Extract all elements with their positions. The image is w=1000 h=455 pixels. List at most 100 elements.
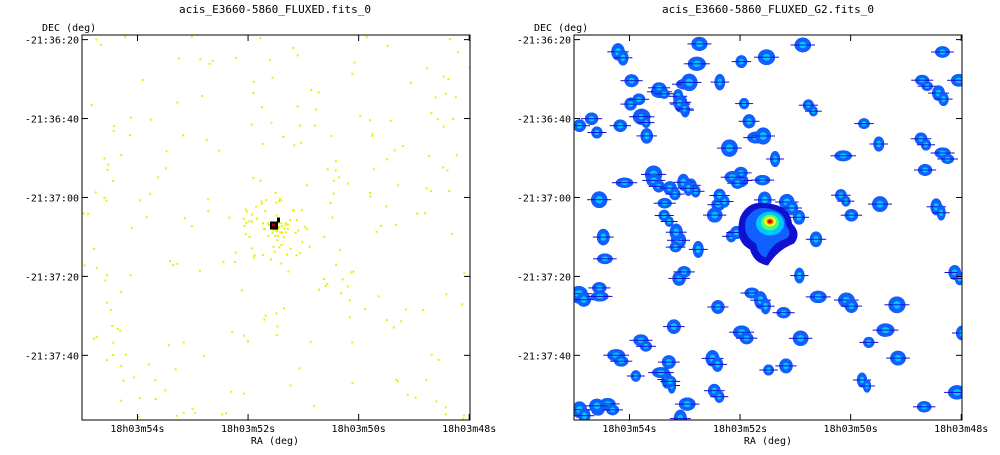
event-point <box>272 229 275 231</box>
event-point <box>414 396 417 399</box>
plot-frame <box>81 34 471 421</box>
source-blob <box>738 114 760 129</box>
event-point <box>329 202 332 204</box>
event-point <box>444 406 447 409</box>
chart-title: acis_E3660-5860_FLUXED.fits_0 <box>179 3 371 16</box>
event-point <box>341 278 344 281</box>
y-tick-label: -21:36:40 <box>25 115 79 126</box>
event-point <box>444 413 447 416</box>
event-point <box>346 285 349 288</box>
event-point <box>276 234 279 237</box>
source-blob <box>735 332 758 345</box>
event-point <box>148 192 151 195</box>
source-blob <box>913 401 936 413</box>
source-blob <box>665 187 685 201</box>
event-point <box>332 179 335 182</box>
event-point <box>120 365 123 368</box>
event-point <box>147 363 150 366</box>
event-point <box>261 106 264 109</box>
event-point <box>434 96 437 99</box>
event-point <box>145 216 148 219</box>
event-point <box>280 232 283 235</box>
event-point <box>423 212 426 215</box>
source-blob <box>759 364 778 376</box>
source-blob <box>837 195 855 207</box>
source-blob <box>727 177 748 189</box>
source-blob <box>751 127 775 145</box>
event-point <box>120 154 123 157</box>
source-blob <box>789 209 809 225</box>
event-point <box>280 244 283 246</box>
event-point <box>243 334 246 337</box>
event-point <box>183 217 186 220</box>
source-blob <box>790 267 809 284</box>
event-point <box>243 224 246 227</box>
event-point <box>393 149 396 152</box>
source-blob <box>635 340 656 352</box>
bright-source <box>277 217 280 223</box>
event-point <box>141 79 144 81</box>
plot-area <box>574 36 962 420</box>
source-blob <box>715 195 734 208</box>
event-point <box>275 334 278 337</box>
event-point <box>445 293 448 296</box>
event-point <box>130 227 133 230</box>
event-point <box>271 231 274 234</box>
event-point <box>287 270 290 273</box>
event-point <box>273 250 276 253</box>
event-point <box>95 38 98 41</box>
event-point <box>211 59 214 62</box>
event-point <box>280 222 283 225</box>
event-point <box>255 205 258 208</box>
event-point <box>264 314 267 317</box>
event-point <box>275 312 278 315</box>
event-point <box>372 168 375 171</box>
event-point <box>278 221 280 224</box>
source-blob <box>952 325 962 341</box>
x-tick-label: 18h03m48s <box>442 424 496 435</box>
event-point <box>294 231 297 234</box>
source-blob <box>840 208 863 222</box>
event-point <box>298 367 301 370</box>
event-point <box>246 210 249 213</box>
event-point <box>371 134 374 137</box>
source-blob <box>937 154 958 164</box>
event-point <box>245 221 248 224</box>
event-point <box>244 233 247 236</box>
event-point <box>371 133 374 136</box>
source-blob <box>707 300 729 314</box>
event-point <box>335 263 338 266</box>
event-point <box>322 278 325 281</box>
event-point <box>395 223 398 226</box>
x-tick-label: 18h03m54s <box>110 424 164 435</box>
event-point <box>350 271 353 274</box>
event-point <box>164 389 167 392</box>
event-point <box>351 341 354 344</box>
event-point <box>175 414 178 417</box>
event-point <box>286 227 289 230</box>
event-point <box>318 288 320 291</box>
event-point <box>112 341 115 344</box>
event-point <box>194 411 197 414</box>
event-point <box>82 212 85 215</box>
source-blob <box>886 350 910 366</box>
event-point <box>272 245 275 248</box>
event-point <box>93 337 96 340</box>
event-point <box>416 212 419 215</box>
event-point <box>250 123 253 126</box>
event-point <box>228 216 231 219</box>
event-point <box>442 166 445 169</box>
event-point <box>454 96 457 99</box>
panel-1: acis_E3660-5860_FLUXED.fits_0 DEC (deg) RA… <box>25 3 497 447</box>
source-blob <box>626 370 645 382</box>
plot-frame <box>573 34 963 421</box>
event-point <box>244 208 247 211</box>
event-point <box>207 210 210 213</box>
event-point <box>252 176 255 179</box>
event-point <box>264 210 267 213</box>
event-point <box>270 258 272 261</box>
event-point <box>138 397 141 400</box>
event-point <box>359 114 362 117</box>
event-point <box>218 149 221 152</box>
event-point <box>452 117 455 120</box>
